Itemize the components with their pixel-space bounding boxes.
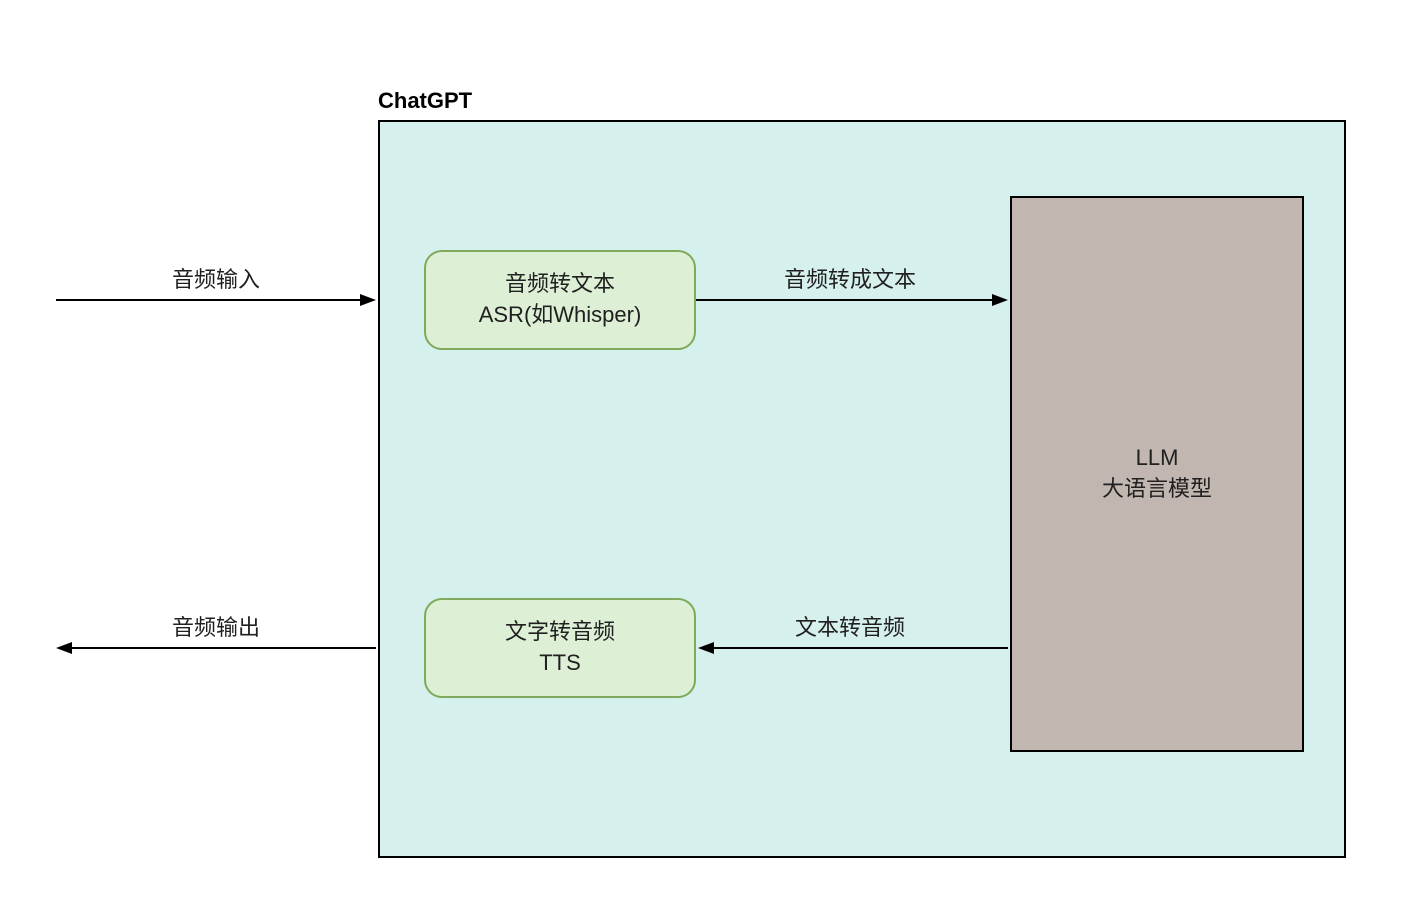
- flowchart-diagram: ChatGPT 音频转文本 ASR(如Whisper) 文字转音频 TTS LL…: [0, 0, 1424, 912]
- node-tts-line2: TTS: [539, 648, 581, 679]
- node-tts: 文字转音频 TTS: [424, 598, 696, 698]
- node-llm-line1: LLM: [1136, 443, 1179, 474]
- edge-label-asr-to-llm: 音频转成文本: [784, 262, 916, 294]
- container-label: ChatGPT: [378, 88, 472, 114]
- node-asr-line1: 音频转文本: [505, 269, 615, 300]
- node-llm-line2: 大语言模型: [1102, 474, 1212, 505]
- node-llm: LLM 大语言模型: [1010, 196, 1304, 752]
- node-asr: 音频转文本 ASR(如Whisper): [424, 250, 696, 350]
- edge-label-input: 音频输入: [172, 262, 260, 294]
- node-tts-line1: 文字转音频: [505, 617, 615, 648]
- edge-label-llm-to-tts: 文本转音频: [795, 610, 905, 642]
- node-asr-line2: ASR(如Whisper): [479, 300, 642, 331]
- edge-label-output: 音频输出: [172, 610, 260, 642]
